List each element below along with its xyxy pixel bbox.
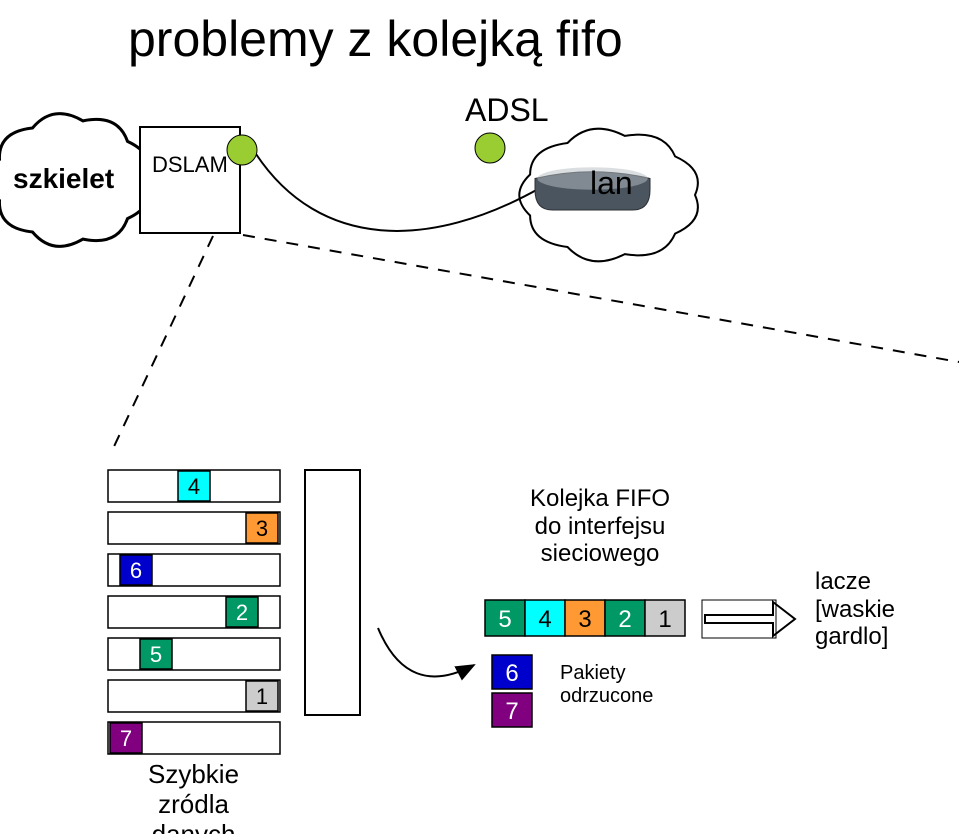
adsl-label: ADSL [465,92,549,129]
queue-cell-num-3: 3 [578,606,591,633]
source-row-4 [108,638,280,670]
queue-label: Kolejka FIFOdo interfejsusieciowego [530,485,670,568]
cloud-left-label: szkielet [13,163,114,195]
source-packet-num-3: 3 [256,516,268,541]
endpoint-dot-1 [475,133,505,163]
source-packet-num-5: 5 [150,642,162,667]
dropped-cell-num-6: 6 [505,660,518,687]
cloud-right-label: lan [590,165,633,202]
queue-cell-num-4: 4 [538,606,551,633]
sources-label: Szybkiezródladanych [148,760,239,834]
source-packet-num-7: 7 [120,726,132,751]
endpoint-dot-0 [227,135,257,165]
dslam-label: DSLAM [152,152,228,178]
dslam-box [140,127,240,233]
queue-cell-num-2: 2 [618,606,631,633]
source-packet-num-6: 6 [130,558,142,583]
link-arrow-frame [702,600,776,638]
adsl-wire [256,154,540,231]
queue-cell-num-5: 5 [498,606,511,633]
link-arrow-icon [705,602,795,636]
source-packet-num-1: 1 [256,684,268,709]
source-packet-num-2: 2 [236,600,248,625]
queue-cell-num-1: 1 [658,606,671,633]
dropped-label: Pakietyodrzucone [560,662,653,708]
source-packet-num-4: 4 [188,474,200,499]
interface-box [305,470,360,715]
dropped-cell-num-7: 7 [505,698,518,725]
drop-arrow [378,628,474,676]
link-label: lacze[waskiegardlo] [815,568,895,651]
